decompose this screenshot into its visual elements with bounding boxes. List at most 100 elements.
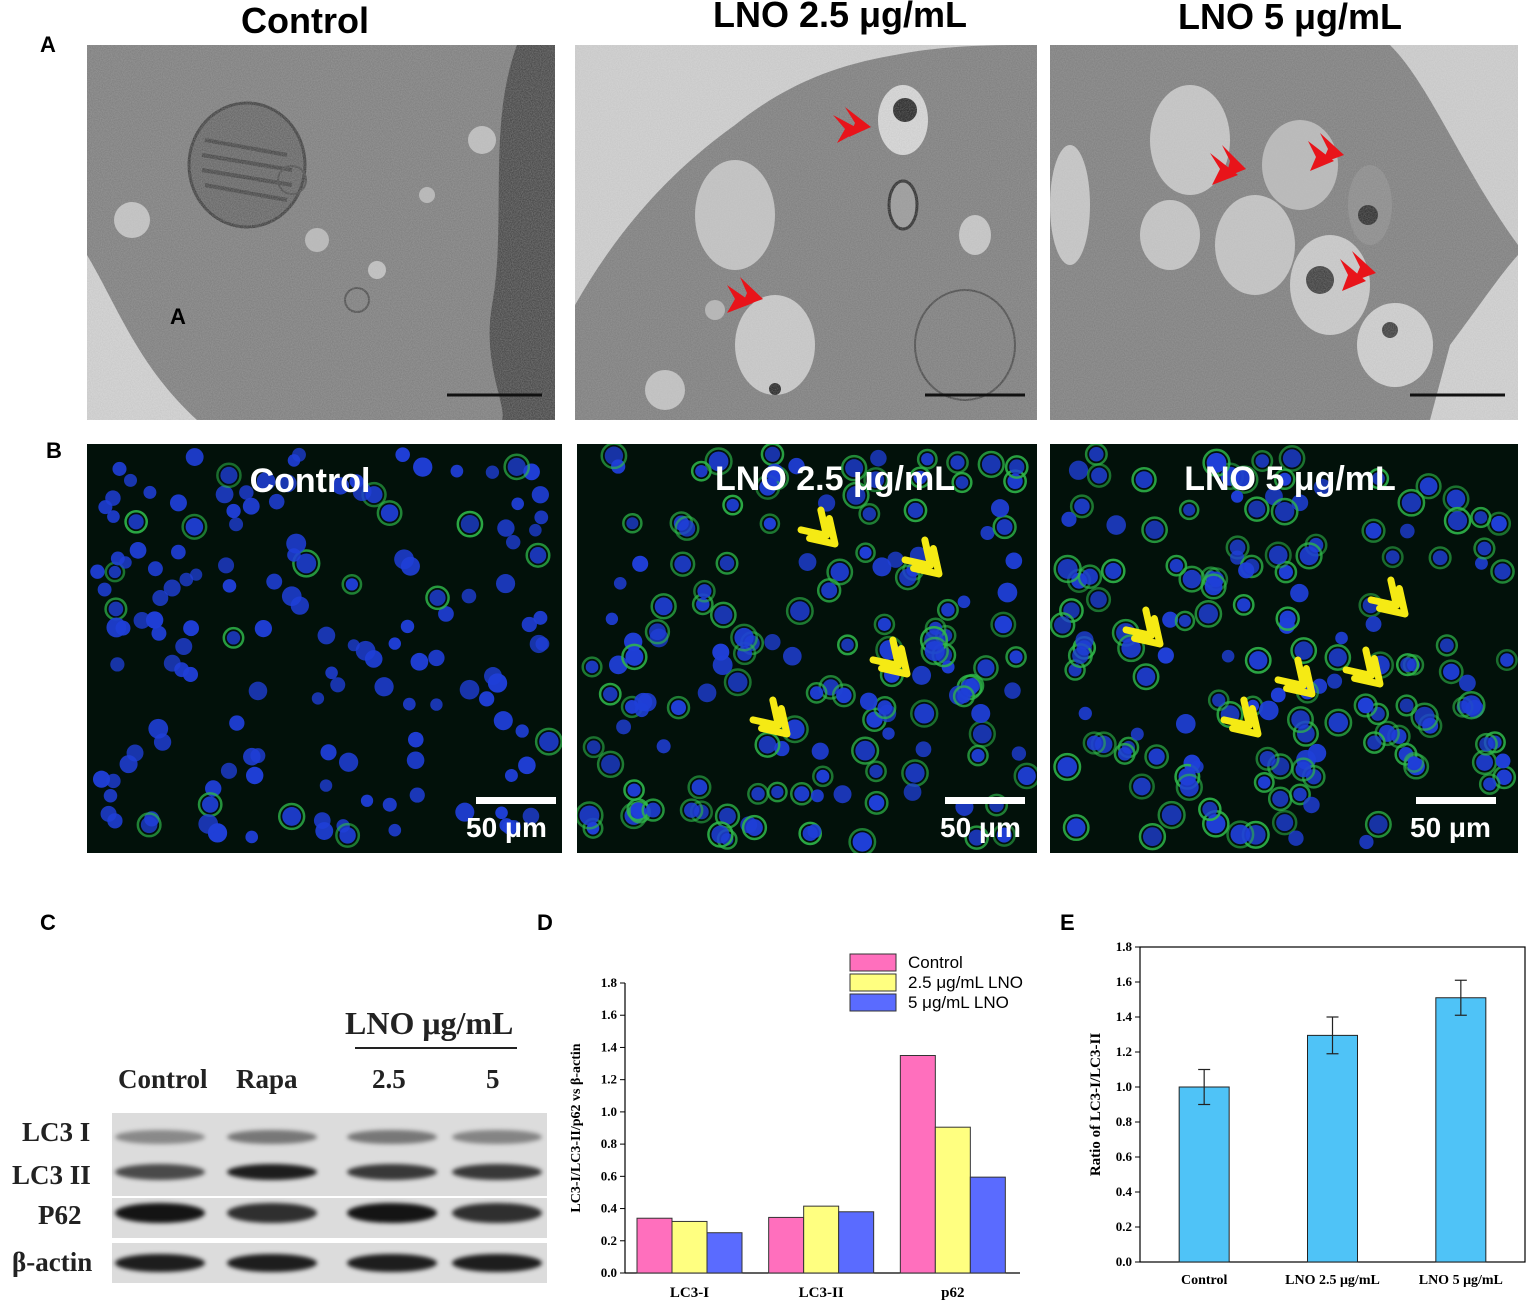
cell-nucleus [506,820,522,835]
cell-nucleus [428,649,445,667]
autophagy-puncta [1273,468,1296,491]
cell-nucleus [765,463,784,482]
cell-nucleus [479,691,495,707]
fluor-title-lno-5: LNO 5 μg/mL [1184,460,1396,498]
cell-nucleus [1268,545,1288,565]
x-tick-label: LNO 5 μg/mL [1419,1273,1503,1288]
scale-bar-lno-5 [1416,797,1496,804]
cell-nucleus [719,807,736,825]
cell-nucleus [511,497,525,511]
cell-nucleus [402,697,416,711]
autophagy-puncta [985,793,1009,817]
panel-label-d: D [537,910,553,935]
cell-nucleus [870,449,887,467]
autophagy-puncta [534,727,562,756]
cell-nucleus [495,574,516,594]
autophagy-puncta [951,471,973,494]
cell-nucleus [1248,500,1266,518]
autophagy-puncta [1157,800,1186,830]
cell-nucleus [903,783,922,801]
cell-nucleus [1400,523,1415,539]
cell-nucleus [1162,611,1179,628]
cell-nucleus [245,766,264,785]
y-tick-label: 1.8 [601,975,618,990]
cell-nucleus [330,677,346,693]
cell-nucleus [1477,541,1492,556]
cell-nucleus [1106,515,1127,535]
cell-nucleus [281,586,302,607]
cell-nucleus [1182,569,1202,589]
cell-nucleus [1135,471,1153,489]
cell-nucleus [1206,452,1227,473]
cell-nucleus [869,764,883,778]
cell-nucleus [846,486,866,505]
cell-nucleus [714,605,733,625]
autophagy-puncta [425,585,450,611]
y-tick-label: 0.4 [1116,1184,1133,1199]
cell-nucleus [1327,673,1343,689]
autophagy-puncta [1251,449,1274,473]
autophagy-puncta [1244,646,1272,674]
cell-nucleus [128,514,144,530]
cell-nucleus [1293,787,1307,802]
cell-nucleus [1378,724,1396,742]
cell-nucleus [190,568,203,581]
autophagy-puncta [967,744,989,767]
autophagy-puncta [759,513,781,534]
cell-nucleus [1385,550,1400,564]
cell-nucleus [248,681,268,701]
cell-nucleus [278,474,297,493]
cell-nucleus [1179,777,1199,797]
scale-bar-lno-2-5 [945,797,1025,804]
y-tick-label: 1.4 [1116,1009,1133,1024]
em-image-control [87,45,555,420]
cell-nucleus [245,830,259,844]
autophagy-puncta [1367,467,1390,490]
autophagy-puncta [650,593,677,620]
bar [706,1232,743,1274]
cell-nucleus [108,565,122,579]
autophagy-puncta [335,822,361,848]
autophagy-puncta [1198,797,1222,822]
cell-nucleus [90,564,105,579]
cell-nucleus [171,544,186,560]
y-tick-label: 0.2 [1116,1219,1132,1234]
cell-nucleus [145,611,164,629]
cell-nucleus [763,517,776,530]
autophagy-puncta [503,453,531,481]
autophagy-puncta [964,825,989,850]
autophagy-puncta [864,790,889,815]
wb-band [227,1164,317,1180]
autophagy-puncta [704,447,733,476]
cell-nucleus [507,457,526,476]
cell-nucleus [821,582,838,599]
cell-nucleus [907,502,924,519]
autophagy-puncta [1053,752,1082,781]
autophagy-puncta [851,736,880,765]
bar [768,1216,805,1274]
cell-nucleus [833,785,852,804]
autophagy-puncta [785,597,814,625]
cell-nucleus [1231,490,1244,503]
cell-nucleus [529,523,542,537]
cell-nucleus [914,703,935,724]
arrow-icon [749,696,791,738]
cell-nucleus [226,503,241,519]
cell-nucleus [129,541,147,559]
wb-row-lc3-ii: LC3 II [12,1160,91,1190]
autophagy-puncta [1144,744,1170,770]
cell-nucleus [1161,805,1182,825]
cell-nucleus [997,582,1018,603]
autophagy-puncta [842,481,870,510]
em-image-lno-5 [1050,45,1518,420]
cell-nucleus [1443,663,1460,680]
cell-nucleus [388,637,401,650]
cell-nucleus [143,485,157,499]
cell-nucleus [1500,653,1514,667]
cell-nucleus [1183,503,1196,516]
autophagy-puncta [1364,810,1392,838]
fluor-image-lno-5 [1050,444,1518,853]
cell-nucleus [859,692,878,711]
cell-nucleus [229,715,245,731]
autophagy-puncta [831,683,856,708]
